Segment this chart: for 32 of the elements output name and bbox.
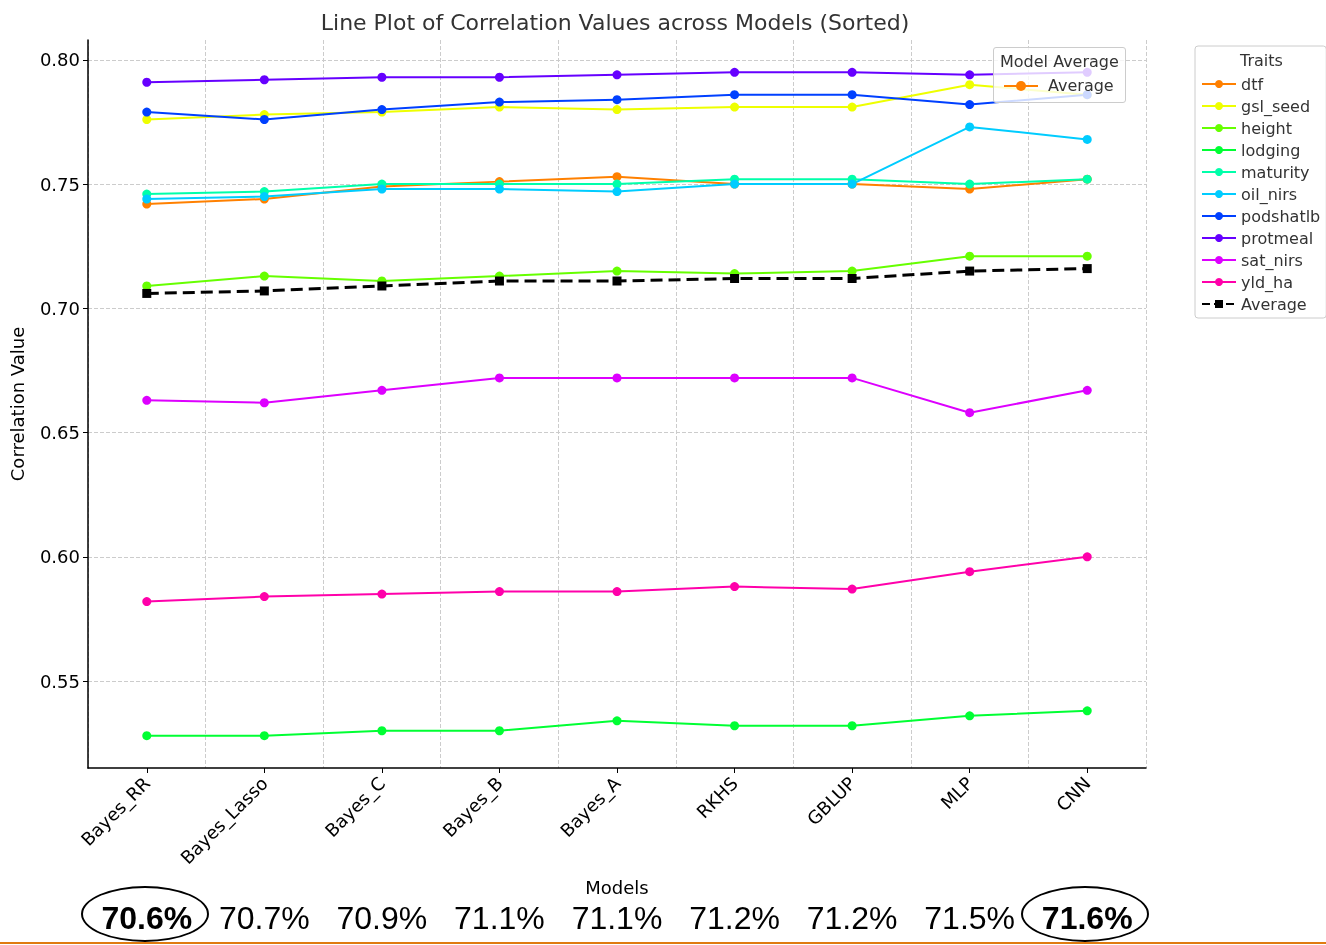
- data-label: 71.2%: [805, 899, 899, 938]
- y-tick-label: 0.65: [39, 422, 80, 444]
- y-tick-label: 0.55: [39, 670, 80, 692]
- legend-label: gsl_seed: [1241, 96, 1311, 117]
- annotation: Average: [1048, 75, 1114, 97]
- data-label: 71.1%: [570, 899, 664, 938]
- legend-label: dtf: [1241, 74, 1264, 94]
- x-axis-title: Models: [585, 876, 649, 898]
- data-label: 70.9%: [335, 899, 429, 938]
- data-label: 71.5%: [923, 899, 1016, 938]
- annotation: Model Average: [1000, 51, 1119, 73]
- legend-label: height: [1241, 118, 1292, 138]
- legend-label: sat_nirs: [1241, 250, 1303, 271]
- legend-label: yld_ha: [1241, 272, 1294, 293]
- y-tick-label: 0.80: [39, 49, 80, 71]
- y-tick-label: 0.75: [39, 173, 80, 195]
- legend-title: Traits: [1239, 50, 1283, 70]
- chart-title: Line Plot of Correlation Values across Models (Sorted): [320, 9, 910, 35]
- y-tick-label: 0.70: [39, 297, 80, 319]
- legend-label: lodging: [1241, 140, 1301, 160]
- legend-label: Average: [1241, 294, 1307, 314]
- y-tick-label: 0.60: [39, 546, 80, 568]
- data-label: 71.1%: [453, 899, 546, 938]
- data-label: 71.2%: [688, 899, 781, 938]
- data-label: 71.6%: [1040, 899, 1134, 938]
- legend-label: maturity: [1241, 162, 1310, 182]
- data-label: 70.6%: [100, 899, 194, 938]
- legend-label: protmeal: [1241, 228, 1314, 248]
- legend-label: oil_nirs: [1241, 184, 1298, 205]
- data-label: 70.7%: [217, 899, 311, 938]
- y-axis-title: Correlation Value: [6, 326, 28, 482]
- legend-label: podshatlb: [1241, 206, 1321, 226]
